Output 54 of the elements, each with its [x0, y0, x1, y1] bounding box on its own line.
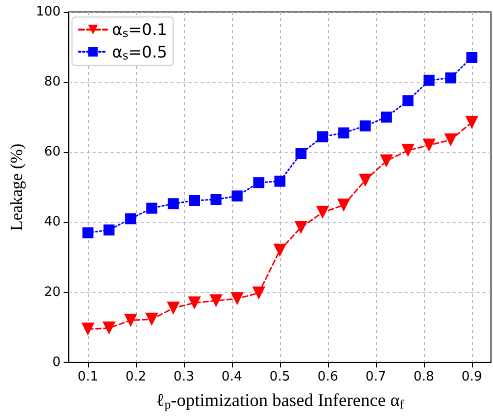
point: [317, 131, 328, 142]
point: [81, 322, 94, 336]
point: [466, 52, 478, 64]
point: [232, 190, 243, 202]
point: [188, 296, 201, 310]
point: [444, 133, 458, 146]
x-tick-label: 0.8: [413, 369, 434, 384]
point: [380, 154, 393, 168]
point: [145, 312, 158, 326]
point: [338, 127, 350, 138]
point: [168, 198, 179, 210]
point: [402, 95, 414, 106]
point: [82, 227, 94, 238]
point: [273, 244, 286, 257]
point: [210, 194, 222, 205]
y-tick-label: 80: [44, 74, 61, 90]
x-tick-label: 0.2: [126, 369, 146, 384]
point: [102, 322, 116, 335]
y-tick-label: 60: [44, 144, 61, 160]
point: [294, 220, 308, 234]
y-tick-label: 40: [44, 214, 61, 230]
point: [422, 138, 436, 152]
y-axis-title: Leakage (%): [7, 144, 26, 231]
x-tick-label: 0.1: [78, 369, 98, 384]
point: [253, 177, 264, 188]
point: [230, 292, 244, 306]
point: [358, 174, 372, 187]
point: [188, 195, 200, 206]
y-tick-label: 100: [36, 4, 61, 20]
point: [146, 202, 158, 214]
x-tick-label: 0.4: [222, 369, 242, 384]
y-tick-label: 20: [44, 284, 61, 300]
point: [125, 213, 136, 224]
point: [445, 72, 456, 84]
point: [252, 286, 266, 300]
x-tick-label: 0.9: [461, 369, 482, 384]
point: [465, 116, 478, 129]
point: [424, 74, 435, 86]
point: [124, 314, 138, 327]
x-tick-label: 0.7: [365, 369, 386, 384]
point: [104, 224, 115, 236]
point: [210, 294, 223, 308]
point: [295, 148, 306, 160]
x-tick-label: 0.3: [174, 369, 194, 384]
point: [380, 112, 392, 123]
point: [401, 144, 414, 157]
point: [166, 302, 180, 315]
point: [274, 176, 286, 187]
point: [337, 198, 350, 212]
x-tick-label: 0.5: [270, 369, 290, 384]
x-tick-label: 0.6: [318, 369, 338, 384]
y-tick-label: 0: [52, 354, 61, 370]
point: [360, 120, 371, 132]
point: [316, 206, 330, 219]
